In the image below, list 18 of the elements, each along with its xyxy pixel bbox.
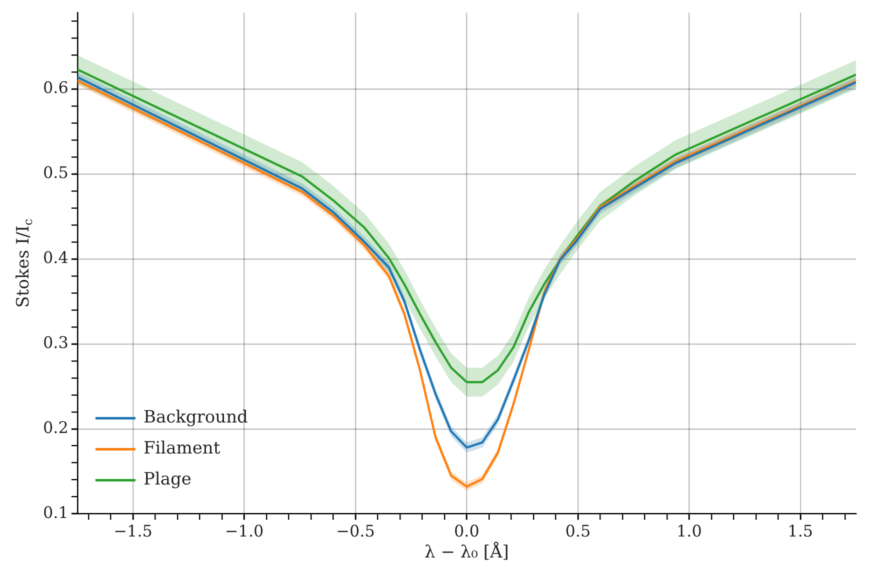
- legend-label: Background: [143, 408, 248, 428]
- x-tick-label: 1.0: [676, 522, 702, 541]
- legend-label: Plage: [143, 470, 192, 490]
- x-tick-label: −0.5: [336, 522, 375, 541]
- x-tick-label: 0.5: [565, 522, 591, 541]
- y-tick-label: 0.2: [42, 418, 68, 438]
- x-tick-label: 1.5: [788, 522, 814, 541]
- x-axis-title: λ − λ₀ [Å]: [424, 541, 509, 562]
- x-tick-label: −1.0: [224, 522, 264, 541]
- x-tick-label: 0.0: [454, 522, 480, 541]
- y-tick-label: 0.4: [42, 248, 68, 268]
- y-tick-label: 0.3: [42, 333, 68, 352]
- y-tick-label: 0.6: [42, 78, 68, 98]
- y-tick-label: 0.5: [42, 163, 68, 182]
- y-tick-label: 0.1: [42, 502, 68, 522]
- y-axis-title: Stokes I/Ic: [13, 218, 36, 308]
- legend-label: Filament: [143, 438, 220, 459]
- x-tick-label: −1.5: [114, 522, 152, 541]
